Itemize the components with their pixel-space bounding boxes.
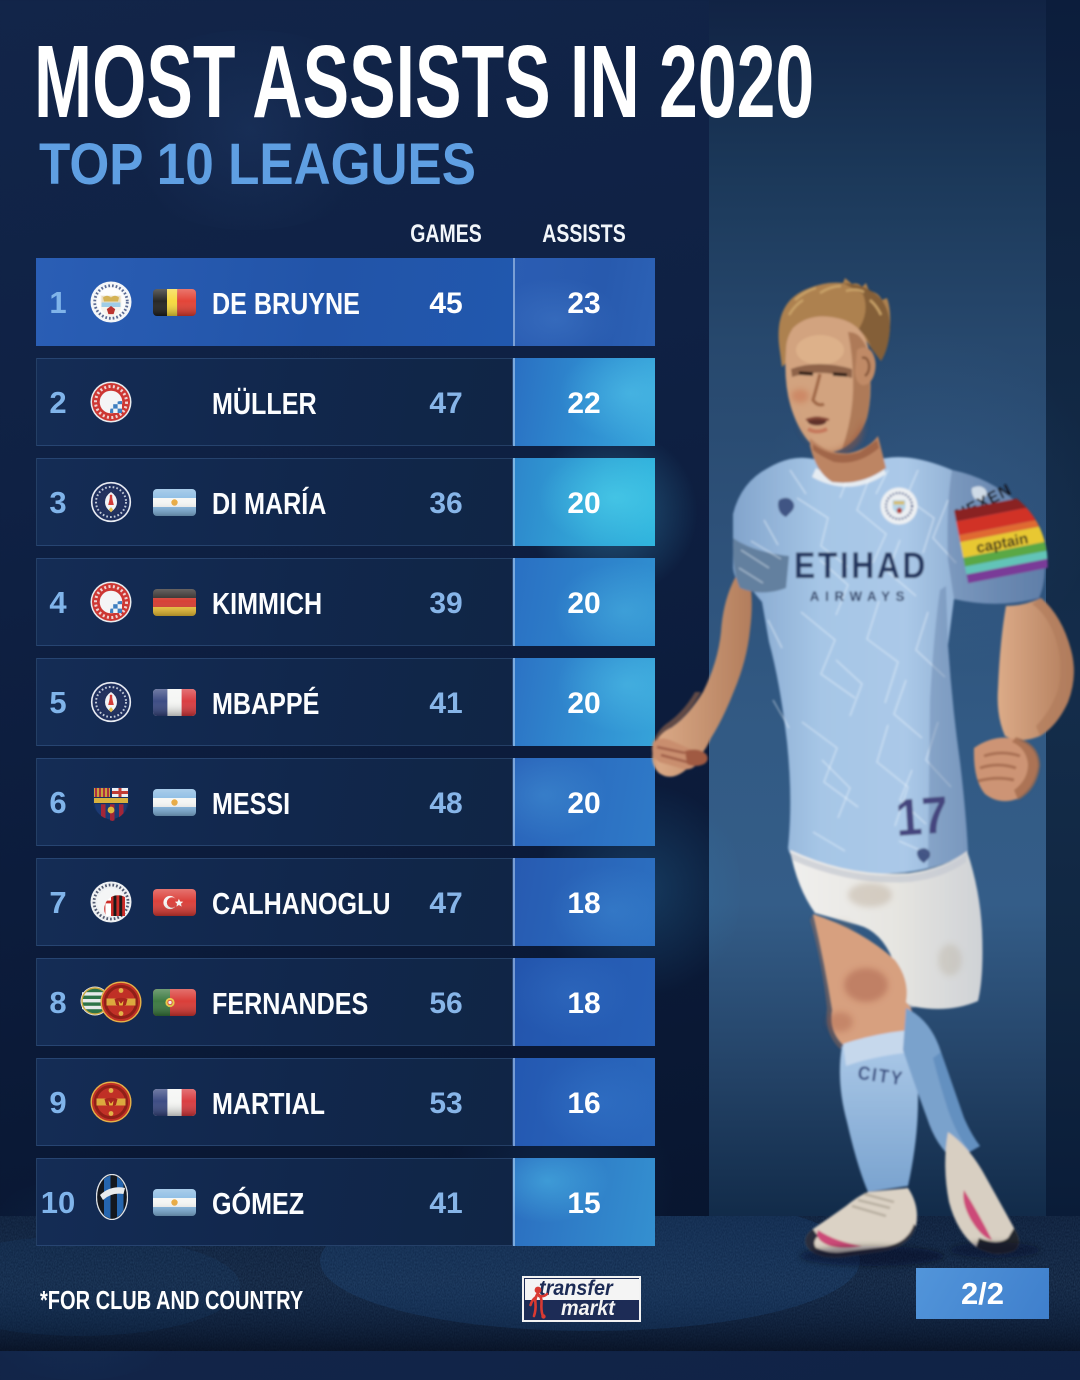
- svg-text:AIRWAYS: AIRWAYS: [810, 589, 910, 604]
- svg-text:17: 17: [894, 786, 950, 848]
- svg-text:ETIHAD: ETIHAD: [794, 546, 928, 587]
